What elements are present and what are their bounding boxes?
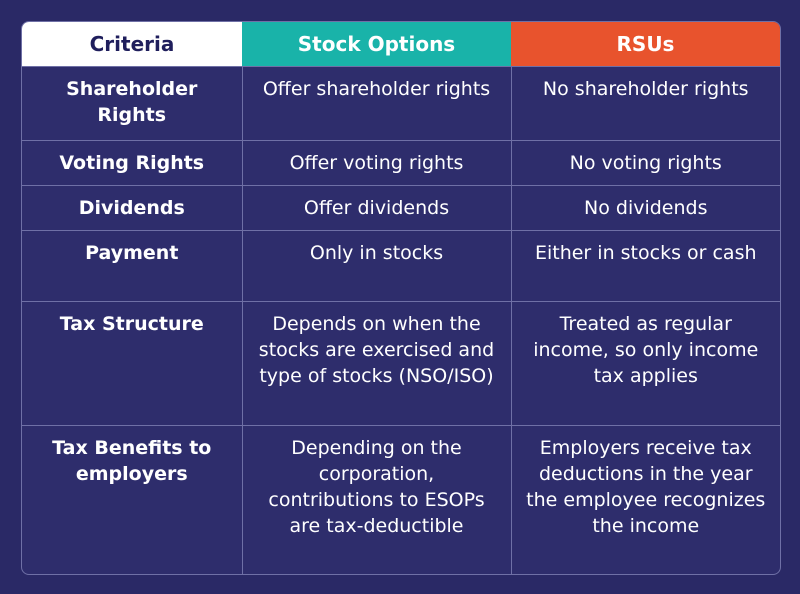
criteria-cell: Dividends bbox=[22, 185, 242, 231]
rsus-cell: Either in stocks or cash bbox=[510, 230, 780, 302]
criteria-cell: Shareholder Rights bbox=[22, 66, 242, 141]
stock-options-cell: Depends on when the stocks are exercised… bbox=[241, 301, 511, 426]
rsus-cell: No shareholder rights bbox=[510, 66, 780, 141]
stock-options-cell: Offer voting rights bbox=[241, 140, 511, 186]
rsus-cell: No voting rights bbox=[510, 140, 780, 186]
rsus-cell: Treated as regular income, so only incom… bbox=[510, 301, 780, 426]
rsus-cell: No dividends bbox=[510, 185, 780, 231]
header-criteria: Criteria bbox=[22, 22, 242, 67]
table-row: Voting Rights Offer voting rights No vot… bbox=[22, 140, 780, 186]
header-stock-options: Stock Options bbox=[242, 22, 511, 67]
table-row: Tax Structure Depends on when the stocks… bbox=[22, 301, 780, 426]
comparison-table: Criteria Stock Options RSUs Shareholder … bbox=[21, 21, 781, 575]
table-row: Shareholder Rights Offer shareholder rig… bbox=[22, 66, 780, 141]
table-row: Tax Benefits to employers Depending on t… bbox=[22, 425, 780, 574]
criteria-cell: Tax Structure bbox=[22, 301, 242, 426]
stock-options-cell: Offer dividends bbox=[241, 185, 511, 231]
stock-options-cell: Depending on the corporation, contributi… bbox=[241, 425, 511, 574]
comparison-grid: Criteria Stock Options RSUs Shareholder … bbox=[22, 22, 780, 574]
criteria-cell: Voting Rights bbox=[22, 140, 242, 186]
header-rsus: RSUs bbox=[511, 22, 780, 67]
rsus-cell: Employers receive tax deductions in the … bbox=[510, 425, 780, 574]
table-row: Payment Only in stocks Either in stocks … bbox=[22, 230, 780, 302]
criteria-cell: Tax Benefits to employers bbox=[22, 425, 242, 574]
table-row: Dividends Offer dividends No dividends bbox=[22, 185, 780, 231]
header-row: Criteria Stock Options RSUs bbox=[22, 22, 780, 67]
criteria-cell: Payment bbox=[22, 230, 242, 302]
stock-options-cell: Only in stocks bbox=[241, 230, 511, 302]
stock-options-cell: Offer shareholder rights bbox=[241, 66, 511, 141]
